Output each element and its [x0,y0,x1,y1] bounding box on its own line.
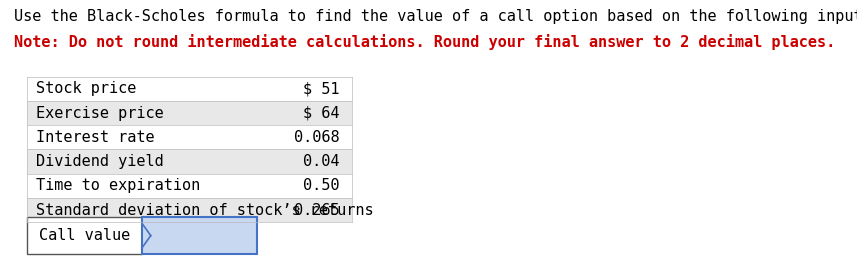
FancyBboxPatch shape [27,77,352,101]
Text: Exercise price: Exercise price [37,106,165,120]
Text: Call value: Call value [39,228,130,243]
FancyBboxPatch shape [27,101,352,125]
Text: $ 51: $ 51 [303,81,339,96]
Text: Use the Black-Scholes formula to find the value of a call option based on the fo: Use the Black-Scholes formula to find th… [15,10,857,24]
Text: 0.04: 0.04 [303,154,339,169]
Text: 0.265: 0.265 [294,203,339,218]
FancyBboxPatch shape [27,217,141,255]
Text: Time to expiration: Time to expiration [37,178,201,193]
FancyBboxPatch shape [141,217,257,255]
Text: Note: Do not round intermediate calculations. Round your final answer to 2 decim: Note: Do not round intermediate calculat… [15,34,836,50]
Text: 0.50: 0.50 [303,178,339,193]
Text: $ 64: $ 64 [303,106,339,120]
Text: Interest rate: Interest rate [37,130,155,145]
FancyBboxPatch shape [27,174,352,198]
FancyBboxPatch shape [27,198,352,222]
Text: Standard deviation of stock’s returns: Standard deviation of stock’s returns [37,203,375,218]
FancyBboxPatch shape [27,125,352,149]
Text: 0.068: 0.068 [294,130,339,145]
Text: Dividend yield: Dividend yield [37,154,165,169]
FancyBboxPatch shape [27,149,352,174]
Text: Stock price: Stock price [37,81,137,96]
